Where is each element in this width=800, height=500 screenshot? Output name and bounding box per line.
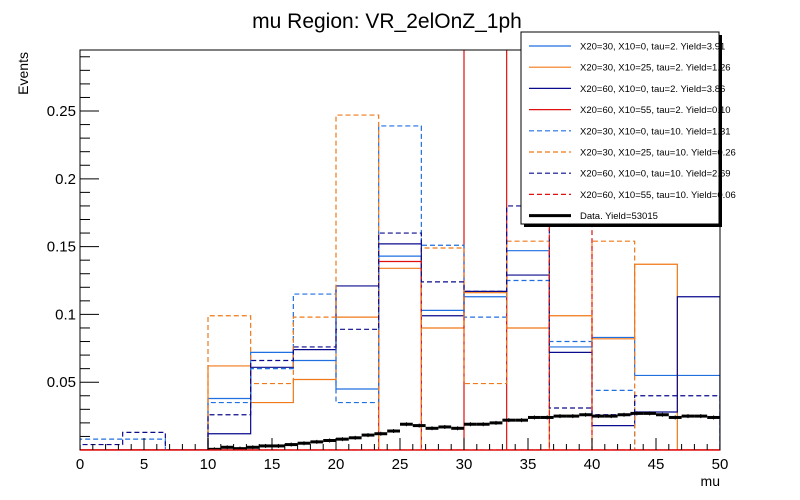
histogram-bin	[507, 206, 550, 450]
y-tick-label: 0.1	[55, 306, 76, 323]
y-tick-label: 0.15	[47, 239, 76, 256]
axes-layer	[79, 49, 721, 451]
y-tick-label: 0.2	[55, 171, 76, 188]
x-axis-label: mu	[701, 473, 720, 489]
legend-entry: X20=60, X10=0, tau=10. Yield=2.69	[529, 169, 731, 180]
legend-label: Data. Yield=53015	[580, 211, 658, 222]
y-tick-label: 0.25	[47, 103, 76, 120]
legend-entry: Data. Yield=53015	[529, 211, 658, 222]
legend-label: X20=60, X10=55, tau=10. Yield=0.06	[580, 190, 736, 201]
x-tick-label: 35	[520, 456, 537, 473]
x-tick-label: 45	[648, 456, 665, 473]
y-tick-label: 0.05	[47, 374, 76, 391]
series-layer	[80, 50, 720, 450]
tick-labels: 0 5 10 15 20 25 30 35 40 45 50 0.05 0.1 0.15 0.2 0.25	[47, 103, 729, 473]
x-tick-label: 0	[76, 456, 84, 473]
histogram-bin	[293, 347, 336, 450]
legend-label: X20=30, X10=25, tau=10. Yield=0.26	[580, 148, 736, 159]
x-tick-label: 40	[584, 456, 601, 473]
legend: X20=30, X10=0, tau=2. Yield=3.91 X20=30, …	[520, 31, 736, 227]
legend-box	[520, 31, 720, 225]
y-axis-label: Events	[15, 52, 31, 95]
legend-entry: X20=30, X10=25, tau=2. Yield=1.26	[529, 63, 731, 74]
histogram-bin	[677, 396, 720, 450]
histogram-bin	[421, 282, 464, 450]
legend-entry: X20=30, X10=0, tau=10. Yield=1.31	[529, 126, 731, 137]
legend-entry: X20=30, X10=25, tau=10. Yield=0.26	[529, 148, 736, 159]
histogram-bin	[208, 415, 251, 450]
legend-label: X20=30, X10=0, tau=10. Yield=1.31	[580, 126, 731, 137]
legend-entry: X20=60, X10=55, tau=2. Yield=0.10	[529, 105, 731, 116]
x-tick-label: 10	[200, 456, 217, 473]
legend-entry: X20=60, X10=55, tau=10. Yield=0.06	[529, 190, 736, 201]
legend-label: X20=60, X10=0, tau=10. Yield=2.69	[580, 169, 731, 180]
x-tick-label: 50	[712, 456, 729, 473]
x-tick-label: 15	[264, 456, 281, 473]
histogram-bin	[251, 361, 294, 450]
legend-label: X20=60, X10=55, tau=2. Yield=0.10	[580, 105, 731, 116]
chart-title: mu Region: VR_2elOnZ_1ph	[252, 10, 522, 33]
x-tick-label: 30	[456, 456, 473, 473]
x-tick-label: 25	[392, 456, 409, 473]
legend-label: X20=30, X10=0, tau=2. Yield=3.91	[580, 42, 725, 53]
x-tick-label: 20	[328, 456, 345, 473]
legend-label: X20=60, X10=0, tau=2. Yield=3.86	[580, 84, 725, 95]
histogram-bin	[336, 329, 379, 450]
x-tick-label: 5	[140, 456, 148, 473]
legend-entry: X20=60, X10=0, tau=2. Yield=3.86	[529, 84, 725, 95]
legend-label: X20=30, X10=25, tau=2. Yield=1.26	[580, 63, 731, 74]
histogram-bin	[379, 233, 422, 450]
histogram-bin	[592, 415, 635, 450]
legend-entry: X20=30, X10=0, tau=2. Yield=3.91	[529, 42, 725, 53]
histogram-bin	[80, 445, 123, 450]
